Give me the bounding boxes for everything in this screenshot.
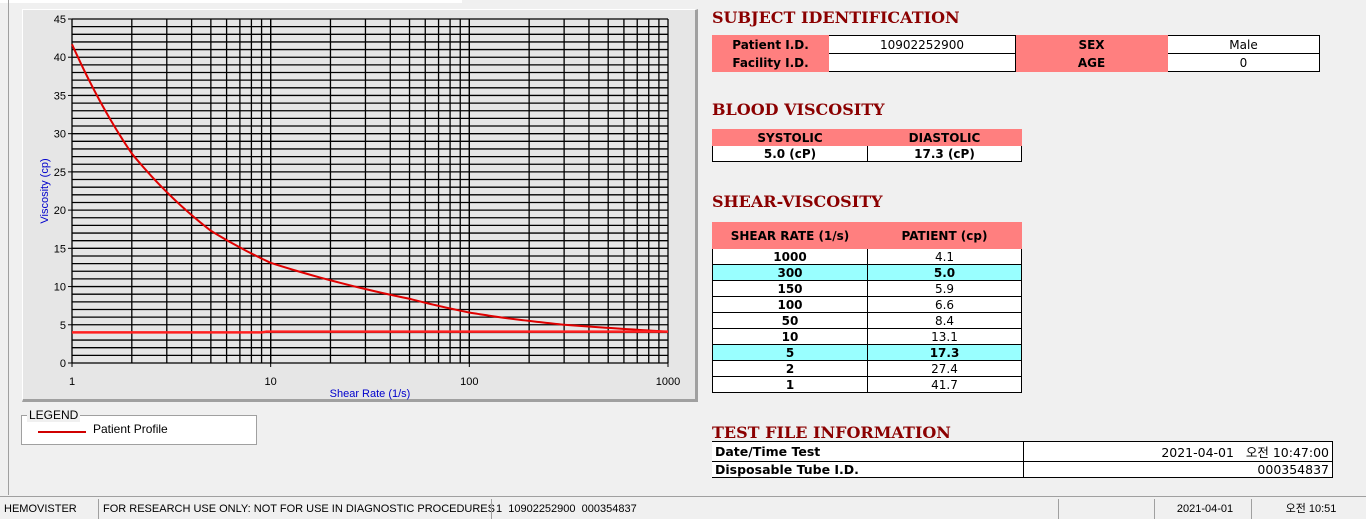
shear-viscosity-title: SHEAR-VISCOSITY	[712, 192, 883, 211]
legend-entry-patient-profile: Patient Profile	[93, 422, 168, 436]
status-notice: FOR RESEARCH USE ONLY: NOT FOR USE IN DI…	[98, 499, 495, 519]
shear-rate-cell: 2	[712, 360, 868, 377]
shear-rate-cell: 1000	[712, 248, 868, 265]
shear-rate-cell: 1	[712, 376, 868, 393]
systolic-label: SYSTOLIC	[712, 129, 868, 146]
x-tick-label: 1000	[656, 376, 680, 388]
shear-row: 150 5.9	[712, 280, 1022, 297]
diastolic-value: 17.3 (cP)	[867, 145, 1022, 162]
legend-line-swatch	[38, 431, 86, 433]
shear-rate-cell: 50	[712, 312, 868, 329]
shear-row: 5 17.3	[712, 344, 1022, 361]
status-file-info: 1 10902252900 000354837	[491, 499, 1058, 519]
x-tick-label: 100	[460, 376, 478, 388]
date-time-label: Date/Time Test	[712, 441, 1024, 462]
y-tick-label: 40	[54, 52, 66, 64]
viscosity-cell: 27.4	[867, 360, 1022, 377]
status-app-name: HEMOVISTER	[4, 503, 77, 515]
shear-row: 10 13.1	[712, 328, 1022, 345]
y-tick-label: 35	[54, 90, 66, 102]
shear-row: 1 41.7	[712, 376, 1022, 393]
subject-table: Patient I.D. 10902252900 SEX Male Facility …	[712, 35, 1320, 72]
diastolic-label: DIASTOLIC	[867, 129, 1022, 146]
y-tick-label: 0	[60, 358, 66, 370]
tube-id-label: Disposable Tube I.D.	[712, 461, 1024, 478]
series-line-patient-profile	[71, 43, 669, 333]
status-bar: HEMOVISTER FOR RESEARCH USE ONLY: NOT FO…	[0, 496, 1366, 519]
shear-row: 300 5.0	[712, 264, 1022, 281]
patient-header: PATIENT (cp)	[867, 222, 1022, 249]
age-label: AGE	[1015, 53, 1168, 72]
systolic-value: 5.0 (cP)	[712, 145, 868, 162]
viscosity-cell: 17.3	[867, 344, 1022, 361]
viscosity-cell: 5.9	[867, 280, 1022, 297]
facility-id-value	[828, 53, 1016, 72]
shear-rate-cell: 300	[712, 264, 868, 281]
viscosity-cell: 13.1	[867, 328, 1022, 345]
shear-rate-cell: 10	[712, 328, 868, 345]
y-axis-label: Viscosity (cp)	[39, 158, 51, 223]
blood-viscosity-table: SYSTOLIC DIASTOLIC 5.0 (cP) 17.3 (cP)	[712, 129, 1022, 162]
x-tick-label: 1	[69, 376, 75, 388]
shear-row: 1000 4.1	[712, 248, 1022, 265]
viscosity-chart: 0 5 10 15 20 25 30 35 40 45 1 10 100 1000 Shear Rate (…	[39, 14, 680, 400]
shear-row: 50 8.4	[712, 312, 1022, 329]
viscosity-cell: 41.7	[867, 376, 1022, 393]
y-tick-label: 15	[54, 243, 66, 255]
viscosity-cell: 4.1	[867, 248, 1022, 265]
legend-title: LEGEND	[27, 408, 81, 422]
viscosity-cell: 8.4	[867, 312, 1022, 329]
x-tick-label: 10	[265, 376, 277, 388]
patient-id-value: 10902252900	[828, 35, 1016, 54]
shear-row: 100 6.6	[712, 296, 1022, 313]
shear-viscosity-table: SHEAR RATE (1/s) PATIENT (cp) 1000 4.1 300 5…	[712, 222, 1022, 393]
y-tick-label: 30	[54, 129, 66, 141]
chart-panel	[22, 9, 698, 402]
series-line-baseline	[72, 330, 668, 334]
date-time-value: 2021-04-01 오전 10:47:00	[1022, 441, 1333, 462]
shear-row: 2 27.4	[712, 360, 1022, 377]
viscosity-cell: 5.0	[867, 264, 1022, 281]
test-file-table: Date/Time Test 2021-04-01 오전 10:47:00 Dis…	[712, 441, 1333, 478]
y-tick-label: 5	[60, 320, 66, 332]
y-tick-label: 25	[54, 167, 66, 179]
top-strip	[0, 0, 462, 3]
status-blank	[1058, 499, 1154, 519]
test-file-title: TEST FILE INFORMATION	[712, 423, 951, 442]
y-tick-label: 10	[54, 282, 66, 294]
x-axis-label: Shear Rate (1/s)	[330, 388, 411, 400]
age-value: 0	[1167, 53, 1320, 72]
shear-rate-cell: 100	[712, 296, 868, 313]
patient-id-label: Patient I.D.	[712, 35, 829, 54]
y-tick-label: 20	[54, 205, 66, 217]
sex-label: SEX	[1015, 35, 1168, 54]
shear-rate-header: SHEAR RATE (1/s)	[712, 222, 868, 249]
tube-id-value: 000354837	[1022, 461, 1333, 478]
sex-value: Male	[1167, 35, 1320, 54]
status-date: 2021-04-01	[1154, 499, 1251, 519]
blood-viscosity-title: BLOOD VISCOSITY	[712, 100, 885, 119]
status-time: 오전 10:51	[1251, 499, 1366, 519]
left-divider	[8, 0, 9, 495]
shear-rate-cell: 5	[712, 344, 868, 361]
subject-identification-title: SUBJECT IDENTIFICATION	[712, 8, 960, 27]
y-tick-label: 45	[54, 14, 66, 26]
shear-rate-cell: 150	[712, 280, 868, 297]
facility-id-label: Facility I.D.	[712, 53, 829, 72]
viscosity-cell: 6.6	[867, 296, 1022, 313]
